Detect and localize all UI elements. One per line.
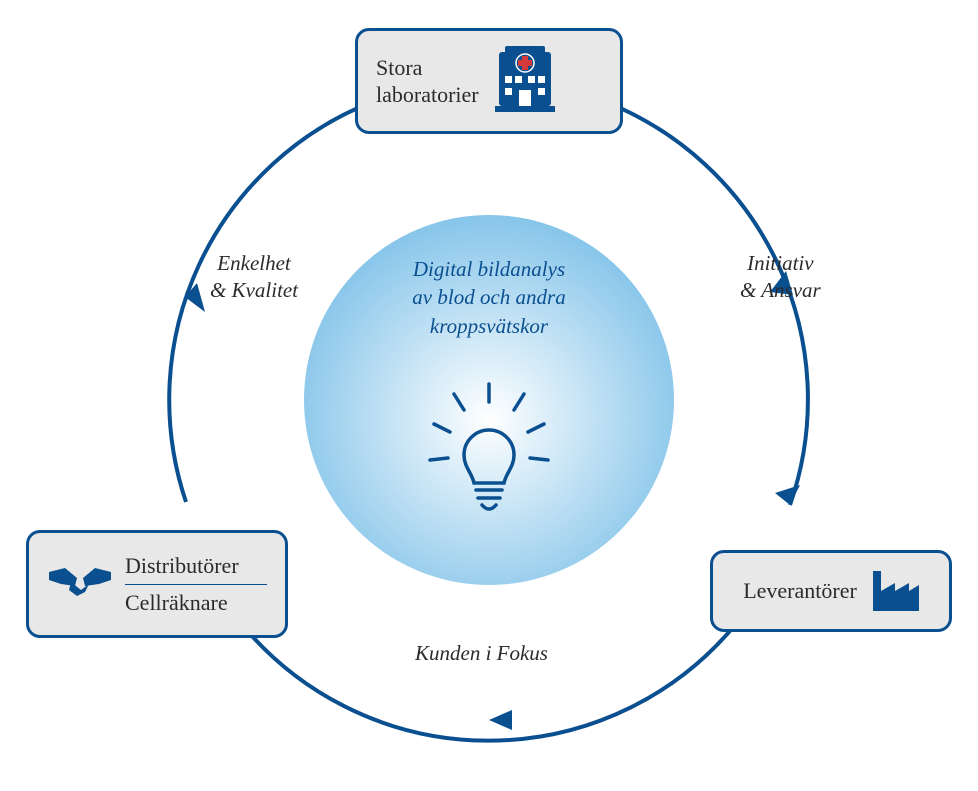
center-circle: Digital bildanalys av blod och andra kro…: [304, 215, 674, 585]
node-stora-laboratorier: Stora laboratorier: [355, 28, 623, 134]
edge-label-bottom: Kunden i Fokus: [415, 640, 548, 667]
node-leverantorer: Leverantörer: [710, 550, 952, 632]
circular-flow-diagram: Digital bildanalys av blod och andra kro…: [0, 0, 978, 791]
node-top-label: Stora laboratorier: [376, 54, 479, 109]
node-right-label: Leverantörer: [743, 577, 857, 605]
node-left-label-top: Distributörer: [125, 552, 267, 580]
factory-icon: [871, 569, 919, 613]
edge-label-right: Initiativ & Ansvar: [740, 250, 821, 305]
center-text: Digital bildanalys av blod och andra kro…: [412, 255, 565, 340]
lightbulb-icon: [424, 380, 554, 520]
edge-label-left: Enkelhet & Kvalitet: [210, 250, 298, 305]
hospital-icon: [493, 46, 557, 116]
node-distributorer: Distributörer Cellräknare: [26, 530, 288, 638]
node-left-label-bottom: Cellräknare: [125, 589, 267, 617]
node-left-divider: [125, 584, 267, 585]
handshake-icon: [47, 562, 113, 606]
